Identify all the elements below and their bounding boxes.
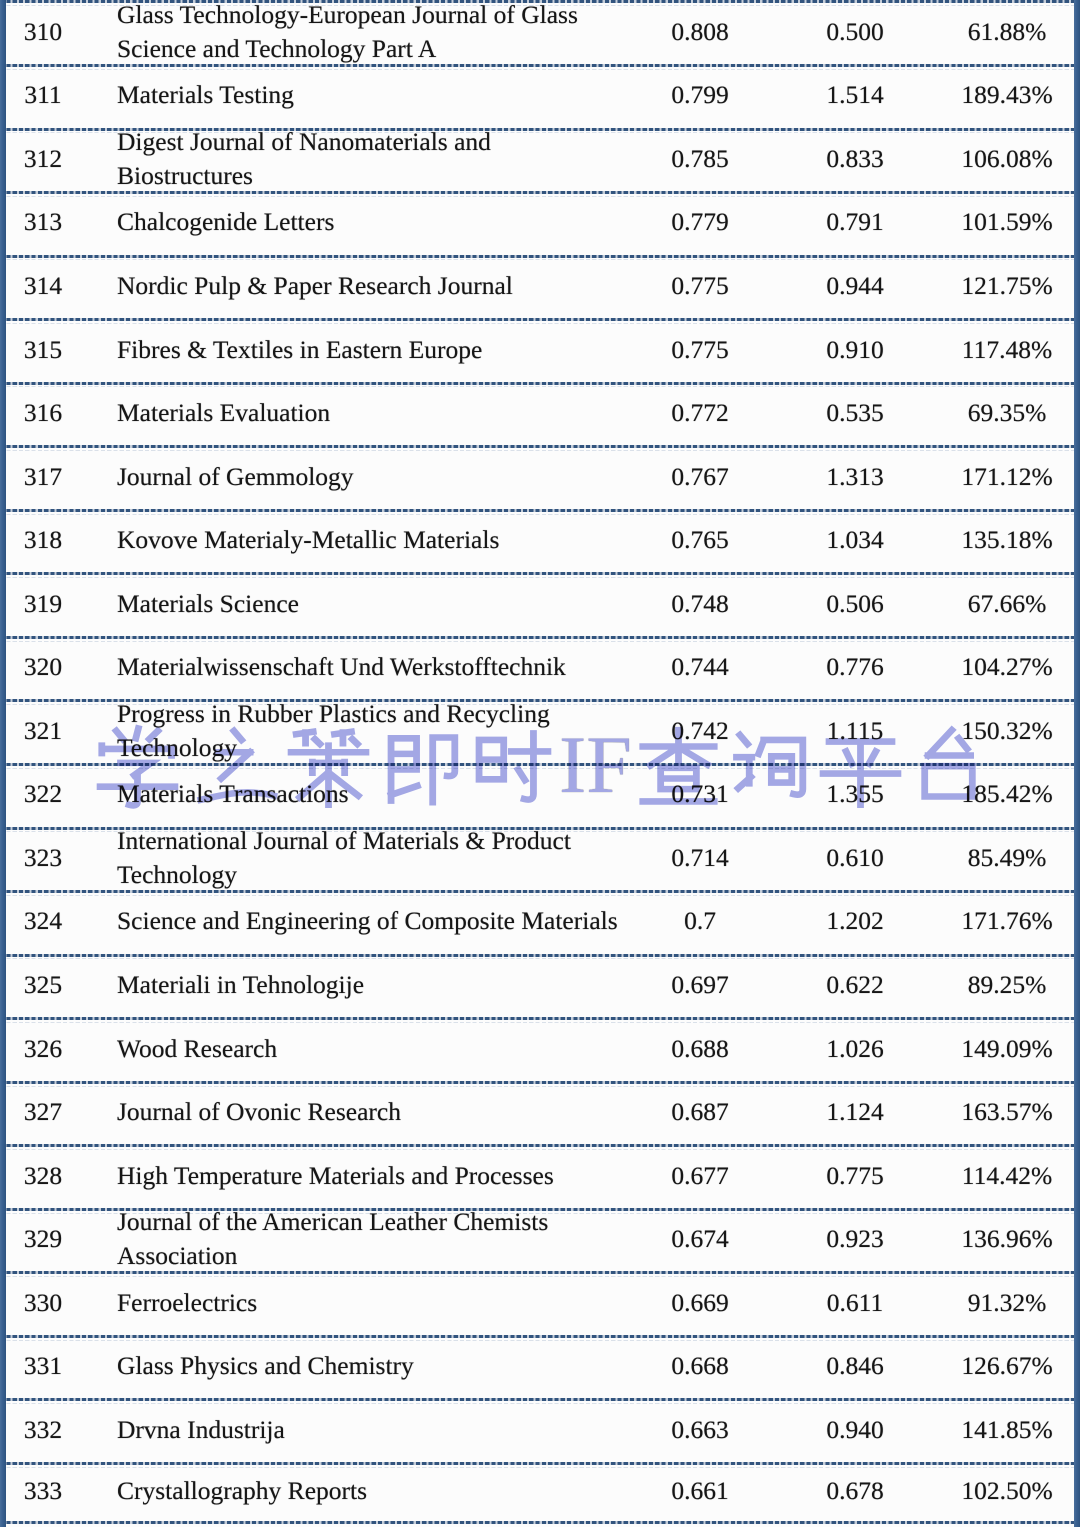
- svg-text:IF: IF: [559, 719, 632, 810]
